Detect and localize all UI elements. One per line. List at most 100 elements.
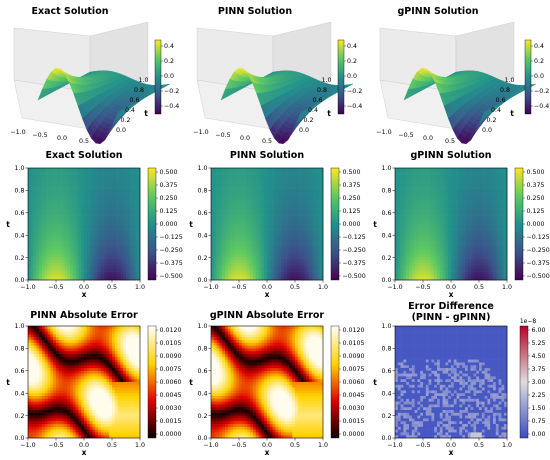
- heatmap-cell: [395, 243, 399, 247]
- heatmap-cell: [467, 190, 471, 194]
- heatmap-cell: [131, 254, 135, 258]
- heatmap-cell: [428, 254, 432, 258]
- heatmap-cell: [50, 238, 54, 242]
- heatmap-cell: [297, 215, 301, 219]
- heatmap-cell: [295, 201, 299, 205]
- heatmap-cell: [479, 210, 483, 214]
- heatmap-cell: [89, 229, 93, 233]
- heatmap-cell: [33, 235, 37, 239]
- heatmap-cell: [272, 271, 276, 275]
- heatmap-cell: [462, 215, 466, 219]
- colorbar-tick-label: −0.125: [527, 234, 550, 241]
- heatmap-cell: [409, 218, 413, 222]
- heatmap-cell: [264, 229, 268, 233]
- heatmap-cell: [320, 198, 324, 202]
- heatmap-cell: [437, 204, 441, 208]
- heatmap-cell: [230, 246, 234, 250]
- heatmap-cell: [423, 257, 427, 261]
- heatmap-cell: [67, 252, 71, 256]
- heatmap-cell: [264, 196, 268, 200]
- heatmap-cell: [411, 190, 415, 194]
- heatmap-cell: [64, 263, 68, 267]
- heatmap-cell: [411, 263, 415, 267]
- heatmap-cell: [451, 196, 455, 200]
- heatmap-cell: [241, 212, 245, 216]
- heatmap-cell: [267, 268, 271, 272]
- heatmap-cell: [303, 274, 307, 278]
- heatmap-cell: [219, 201, 223, 205]
- heatmap-cell: [309, 277, 313, 281]
- heatmap-cell: [269, 210, 273, 214]
- heatmap-cell: [72, 246, 76, 250]
- heatmap-cell: [78, 182, 82, 186]
- heatmap-cell: [479, 274, 483, 278]
- heatmap-cell: [233, 268, 237, 272]
- heatmap-cell: [225, 252, 229, 256]
- heatmap-cell: [448, 170, 452, 174]
- heatmap-cell: [465, 224, 469, 228]
- heatmap-cell: [428, 212, 432, 216]
- heatmap-cell: [409, 168, 413, 172]
- heatmap-cell: [44, 249, 48, 253]
- heatmap-cell: [241, 218, 245, 222]
- heatmap-cell: [131, 176, 135, 180]
- heatmap-cell: [241, 246, 245, 250]
- heatmap-cell: [437, 249, 441, 253]
- heatmap-cell: [67, 204, 71, 208]
- heatmap-cell: [58, 226, 62, 230]
- heatmap-cell: [425, 168, 429, 172]
- heatmap-cell: [123, 196, 127, 200]
- heatmap-cell: [451, 268, 455, 272]
- heatmap-cell: [239, 176, 243, 180]
- heatmap-cell: [453, 238, 457, 242]
- heatmap-cell: [211, 212, 215, 216]
- heatmap-cell: [423, 170, 427, 174]
- heatmap-cell: [467, 266, 471, 270]
- heatmap-cell: [117, 252, 121, 256]
- heatmap-cell: [481, 173, 485, 177]
- heatmap-cell: [98, 176, 102, 180]
- heatmap-cell: [30, 238, 34, 242]
- heatmap-cell: [81, 173, 85, 177]
- heatmap-cell: [297, 221, 301, 225]
- heatmap-cell: [476, 260, 480, 264]
- heatmap-cell: [72, 277, 76, 281]
- heatmap-cell: [134, 277, 138, 281]
- heatmap-cell: [479, 232, 483, 236]
- heatmap-cell: [309, 212, 313, 216]
- heatmap-cell: [75, 198, 79, 202]
- colorbar-tick-label: 0.250: [527, 195, 545, 202]
- heatmap-cell: [289, 235, 293, 239]
- heatmap-cell: [137, 176, 141, 180]
- heatmap-cell: [272, 196, 276, 200]
- heatmap-cell: [44, 184, 48, 188]
- heatmap-cell: [465, 193, 469, 197]
- heatmap-cell: [227, 232, 231, 236]
- heatmap-cell: [479, 215, 483, 219]
- heatmap-cell: [28, 190, 32, 194]
- heatmap-cell: [106, 168, 110, 172]
- heatmap-cell: [434, 210, 438, 214]
- colorbar: [330, 167, 340, 281]
- heatmap-cell: [431, 179, 435, 183]
- heatmap-cell: [459, 235, 463, 239]
- heatmap-cell: [84, 266, 88, 270]
- heatmap-cell: [261, 268, 265, 272]
- heatmap-cell: [448, 221, 452, 225]
- heatmap-cell: [465, 277, 469, 281]
- heatmap-cell: [50, 204, 54, 208]
- heatmap-cell: [411, 212, 415, 216]
- heatmap-cell: [134, 266, 138, 270]
- heatmap-cell: [297, 263, 301, 267]
- heatmap-cell: [311, 263, 315, 267]
- heatmap-cell: [462, 179, 466, 183]
- heatmap-cell: [409, 170, 413, 174]
- heatmap-cell: [100, 257, 104, 261]
- heatmap-cell: [95, 196, 99, 200]
- heatmap-cell: [225, 182, 229, 186]
- heatmap-cell: [297, 218, 301, 222]
- heatmap-cell: [501, 190, 505, 194]
- heatmap-cell: [269, 190, 273, 194]
- heatmap-cell: [134, 182, 138, 186]
- heatmap-cell: [406, 266, 410, 270]
